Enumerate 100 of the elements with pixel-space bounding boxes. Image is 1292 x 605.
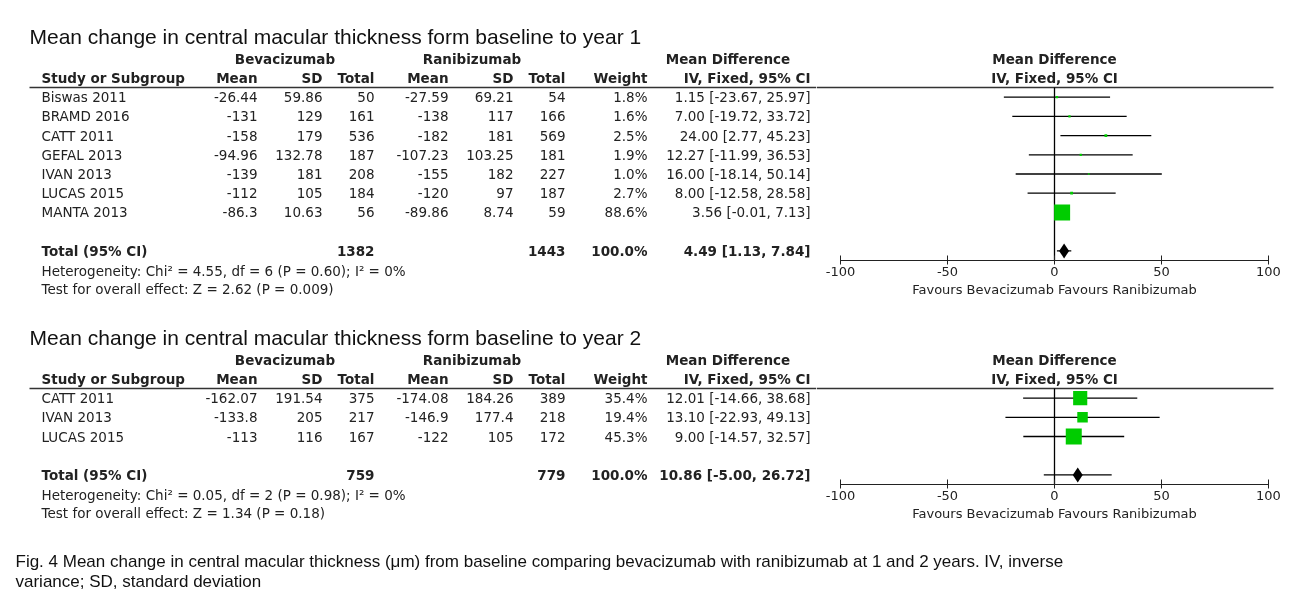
category-label: CATT 2011 bbox=[41, 390, 115, 407]
data-label: 172 bbox=[539, 428, 566, 445]
text: Ranibizumab bbox=[422, 50, 522, 67]
data-label: -162.07 bbox=[205, 390, 258, 407]
data-label: 177.4 bbox=[474, 409, 514, 426]
text: Total bbox=[337, 370, 375, 387]
data-label: -27.59 bbox=[404, 89, 449, 106]
text: Mean change in central macular thickness form baseline to year 2 bbox=[29, 326, 642, 349]
category-label: MANTA 2013 bbox=[41, 204, 128, 221]
data-label: 227 bbox=[539, 166, 566, 182]
data-label: 16.00 [-18.14, 50.14] bbox=[666, 166, 811, 182]
text: Test for overall effect: Z = 1.34 (P = 0.18) bbox=[40, 504, 325, 521]
data-label: -26.44 bbox=[213, 89, 258, 106]
text: Weight bbox=[593, 69, 649, 86]
text: SD bbox=[492, 370, 514, 387]
data-label: -120 bbox=[417, 185, 449, 202]
x-tick-label: 100 bbox=[1256, 487, 1281, 503]
text: Ranibizumab bbox=[422, 351, 522, 368]
text: Mean change in central macular thickness form baseline to year 1 bbox=[29, 25, 642, 48]
text: Mean bbox=[407, 370, 449, 387]
data-label: 50 bbox=[357, 89, 375, 106]
text: SD bbox=[301, 69, 323, 86]
x-tick-label: 0 bbox=[1050, 487, 1059, 503]
data-label: 10.86 [-5.00, 26.72] bbox=[659, 466, 811, 483]
data-label: 7.00 [-19.72, 33.72] bbox=[674, 108, 811, 125]
data-label: 1.0% bbox=[613, 166, 648, 182]
text: IV, Fixed, 95% CI bbox=[991, 370, 1118, 387]
data-label: -139 bbox=[226, 166, 258, 182]
data-label: 569 bbox=[539, 127, 566, 144]
data-label: 191.54 bbox=[275, 390, 323, 407]
data-label: 88.6% bbox=[604, 204, 648, 221]
data-label: 100.0% bbox=[591, 466, 648, 483]
text: Mean bbox=[216, 370, 258, 387]
category-label: BRAMD 2016 bbox=[41, 108, 130, 125]
data-label: -113 bbox=[226, 428, 258, 445]
data-label: 1382 bbox=[336, 242, 375, 259]
text: SD bbox=[301, 370, 323, 387]
data-label: 8.74 bbox=[483, 204, 514, 221]
text: Weight bbox=[593, 370, 649, 387]
data-label: 184 bbox=[348, 185, 375, 202]
data-label: -182 bbox=[417, 127, 449, 144]
category-label: IVAN 2013 bbox=[41, 166, 112, 182]
x-axis-title: Favours Bevacizumab Favours Ranibizumab bbox=[912, 281, 1197, 297]
data-label: 536 bbox=[348, 127, 375, 144]
data-label: 166 bbox=[539, 108, 566, 125]
data-label: -131 bbox=[226, 108, 258, 125]
data-label: 187 bbox=[539, 185, 566, 202]
data-label: 56 bbox=[357, 204, 375, 221]
data-label: 1.15 [-23.67, 25.97] bbox=[674, 89, 811, 106]
text: Mean Difference bbox=[992, 50, 1117, 67]
data-label: 105 bbox=[296, 185, 323, 202]
data-label: -133.8 bbox=[213, 409, 258, 426]
data-label: 9.00 [-14.57, 32.57] bbox=[674, 428, 811, 445]
data-label: 54 bbox=[548, 89, 566, 106]
x-tick-label: 0 bbox=[1050, 263, 1059, 279]
category-label: IVAN 2013 bbox=[41, 409, 112, 426]
data-label: 116 bbox=[296, 428, 323, 445]
data-label: -112 bbox=[226, 185, 258, 202]
category-label: LUCAS 2015 bbox=[41, 428, 125, 445]
text: Bevacizumab bbox=[234, 50, 336, 67]
data-label: -155 bbox=[417, 166, 449, 182]
data-label: 12.01 [-14.66, 38.68] bbox=[666, 390, 811, 407]
text: Mean Difference bbox=[665, 50, 791, 67]
data-label: 179 bbox=[296, 127, 323, 144]
data-label: 8.00 [-12.58, 28.58] bbox=[674, 185, 811, 202]
data-label: 218 bbox=[539, 409, 566, 426]
data-label: 181 bbox=[296, 166, 323, 182]
data-label: 59.86 bbox=[283, 89, 323, 106]
data-label: 19.4% bbox=[604, 409, 648, 426]
text: Mean bbox=[407, 69, 449, 86]
x-tick-label: 100 bbox=[1256, 263, 1281, 279]
data-label: -107.23 bbox=[396, 146, 449, 163]
data-label: 389 bbox=[539, 390, 566, 407]
data-label: 181 bbox=[539, 146, 566, 163]
text: Heterogeneity: Chi² = 4.55, df = 6 (P = 0.60); I² = 0% bbox=[41, 262, 406, 279]
text: Heterogeneity: Chi² = 0.05, df = 2 (P = 0.98); I² = 0% bbox=[41, 486, 406, 503]
text: Study or Subgroup bbox=[41, 69, 186, 86]
x-tick-label: -50 bbox=[936, 487, 959, 503]
data-label: 181 bbox=[487, 127, 514, 144]
data-label: 4.49 [1.13, 7.84] bbox=[683, 242, 811, 259]
text: IV, Fixed, 95% CI bbox=[991, 69, 1118, 86]
data-label: -122 bbox=[417, 428, 449, 445]
data-label: 167 bbox=[348, 428, 375, 445]
text: Total bbox=[528, 69, 566, 86]
data-label: 69.21 bbox=[474, 89, 514, 106]
text: Mean Difference bbox=[665, 351, 791, 368]
data-label: 759 bbox=[346, 466, 375, 483]
x-tick-label: 50 bbox=[1153, 263, 1170, 279]
text: Bevacizumab bbox=[234, 351, 336, 368]
data-label: 3.56 [-0.01, 7.13] bbox=[692, 204, 811, 221]
x-axis-title: Favours Bevacizumab Favours Ranibizumab bbox=[912, 505, 1197, 521]
category-label: Biswas 2011 bbox=[41, 89, 127, 106]
x-tick-label: -100 bbox=[825, 487, 856, 503]
data-label: 129 bbox=[296, 108, 323, 125]
text: IV, Fixed, 95% CI bbox=[683, 370, 811, 387]
x-tick-label: -100 bbox=[825, 263, 856, 279]
text: Mean bbox=[216, 69, 258, 86]
data-label: 24.00 [2.77, 45.23] bbox=[679, 127, 811, 144]
data-label: 182 bbox=[487, 166, 514, 182]
category-label: Total (95% CI) bbox=[41, 242, 148, 259]
